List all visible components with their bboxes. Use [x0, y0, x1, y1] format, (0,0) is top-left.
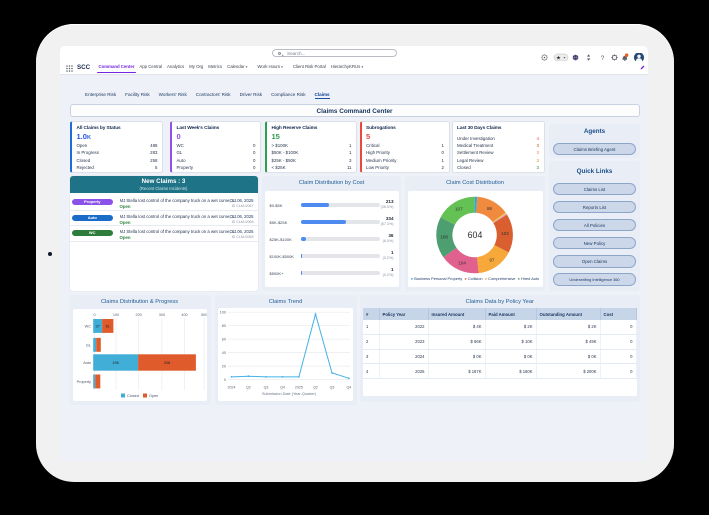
svg-text:2024: 2024	[228, 386, 236, 390]
svg-text:Submission Date (Year-Quarter): Submission Date (Year-Quarter)	[262, 392, 317, 396]
svg-text:Q2: Q2	[313, 386, 318, 390]
svg-text:Auto: Auto	[83, 361, 91, 365]
svg-text:Q3: Q3	[330, 386, 335, 390]
svg-text:107: 107	[455, 206, 463, 211]
svg-text:★: ★	[556, 55, 561, 62]
svg-text:20: 20	[222, 365, 226, 369]
svg-text:37: 37	[95, 324, 99, 328]
svg-text:Q2: Q2	[246, 386, 251, 390]
svg-text:100: 100	[220, 311, 226, 315]
svg-text:108: 108	[440, 234, 448, 239]
svg-text:Closed: Closed	[127, 394, 139, 398]
svg-text:Q4: Q4	[347, 386, 352, 390]
svg-text:?: ?	[601, 55, 605, 62]
svg-text:0: 0	[224, 378, 226, 382]
svg-text:86: 86	[487, 205, 493, 210]
svg-text:100: 100	[112, 313, 118, 317]
svg-text:97: 97	[489, 257, 495, 262]
svg-text:500: 500	[201, 313, 207, 317]
svg-text:400: 400	[181, 313, 187, 317]
svg-text:2025: 2025	[295, 386, 303, 390]
svg-text:WC: WC	[84, 324, 91, 328]
svg-text:102: 102	[501, 231, 509, 236]
svg-text:Property: Property	[76, 380, 90, 384]
svg-text:81: 81	[105, 324, 109, 328]
svg-text:Open: Open	[149, 394, 158, 398]
svg-text:80: 80	[222, 324, 226, 328]
svg-text:40: 40	[222, 351, 226, 355]
svg-text:0: 0	[93, 313, 95, 317]
svg-text:60: 60	[222, 338, 226, 342]
svg-text:196: 196	[112, 361, 118, 365]
svg-text:Q3: Q3	[264, 386, 269, 390]
svg-text:GL: GL	[85, 343, 90, 347]
svg-text:200: 200	[135, 313, 141, 317]
svg-text:104: 104	[458, 260, 466, 265]
svg-text:208: 208	[163, 361, 169, 365]
svg-text:300: 300	[158, 313, 164, 317]
svg-text:Q4: Q4	[280, 386, 285, 390]
